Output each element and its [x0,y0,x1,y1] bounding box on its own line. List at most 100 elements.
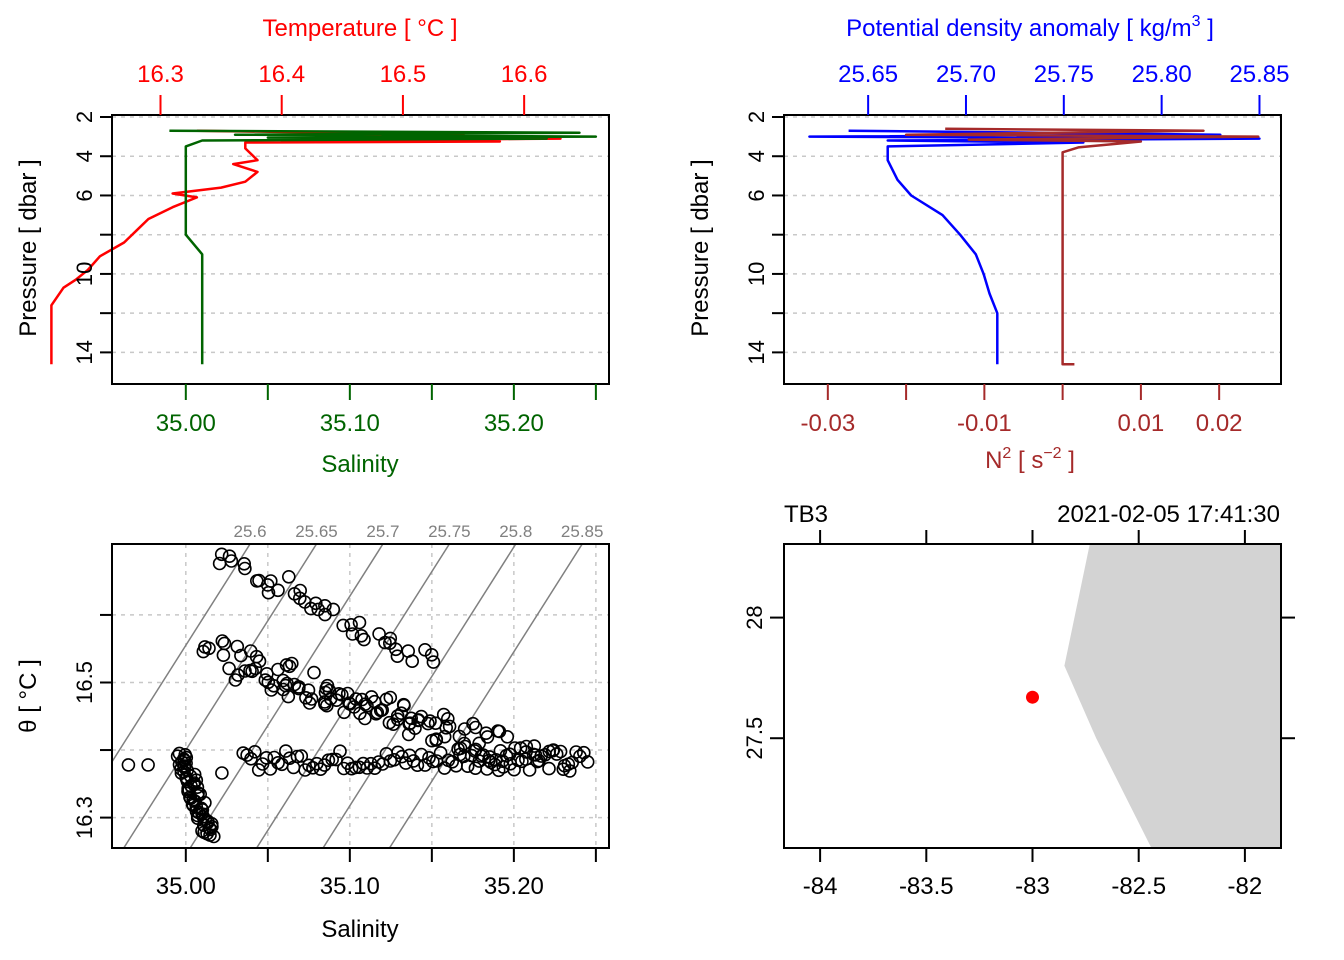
ts-point [580,755,595,769]
ts-point [240,748,254,762]
ts-point [437,729,452,744]
ts-point [294,749,309,763]
ts-point [372,627,386,641]
y-axis-title: θ [ °C ] [15,659,42,733]
isopycnal-line [189,544,384,848]
station-marker [1026,690,1039,704]
ts-point [358,711,372,726]
ts-point [527,739,542,753]
ts-point [282,659,297,674]
bottom-tick-label: 35.00 [156,410,216,437]
x-tick-label: -82 [1228,873,1263,900]
ts-point [423,714,437,728]
y-tick-label: 14 [744,340,769,364]
y-tick-label: 6 [72,189,97,201]
ts-point [468,761,483,776]
ts-point [203,822,218,837]
x-tick-label: -83.5 [899,873,954,900]
ts-point [237,556,251,571]
ts-point [222,661,236,676]
ts-point [248,661,263,676]
ts-point [354,628,369,643]
ts-point [576,745,591,760]
station-marker-group [1026,690,1039,704]
bottom-tick-label: -0.01 [957,410,1012,437]
ts-point [271,583,285,598]
ts-point [238,561,252,576]
isopycnal-label: 25.7 [366,522,399,541]
ts-point [334,687,349,702]
ts-point [345,627,360,641]
isopycnal-label: 25.75 [428,522,471,541]
ts-diagram-panel: 25.6 25.65 25.7 25.75 25.8 25.85 35.00 35.10 35… [15,522,610,943]
plot-frame [111,543,610,849]
ts-point [207,829,221,844]
ts-point [390,649,405,664]
ts-point [491,763,506,778]
y-tick-label: 10 [744,262,769,286]
superscript-2: 2 [1002,445,1011,462]
density-n2-panel: 2 4 6 10 14 25.65 25.70 25.75 25.80 25.85 -0.03 -0.… [687,13,1290,474]
ts-point [401,644,416,658]
y-tick-label: 2 [72,111,97,123]
temp-salinity-panel: 2 4 6 10 14 16.3 16.4 16.5 16.6 35.00 35.10 35.20 T… [15,15,610,478]
bottom-tick-label: -0.03 [800,410,855,437]
top-tick-label: 25.65 [838,61,898,88]
top-tick-label: 16.5 [380,61,427,88]
series-temperature [50,129,562,365]
ts-point [369,706,383,721]
ts-point [569,745,583,759]
plot-frame [783,114,1282,385]
ts-point [386,717,401,732]
ts-point [244,751,258,766]
ts-point [440,711,455,726]
axes: -84 -83.5 -83 -82.5 -82 27.5 28 [742,530,1295,900]
x-tick-label: -82.5 [1111,873,1166,900]
x-tick-label: 35.20 [484,873,544,900]
y-tick-label: 14 [72,340,97,364]
ts-point [508,741,522,755]
isopycnal-line [255,544,451,848]
ts-point [433,745,448,760]
plot-frame [111,114,610,385]
x-tick-label: -84 [803,873,838,900]
ts-point [278,744,293,758]
y-tick-label: 27.5 [742,717,767,760]
ts-point [248,744,262,759]
isopycnal-labels: 25.6 25.65 25.7 25.75 25.8 25.85 [234,522,604,541]
top-tick-label: 16.4 [258,61,305,88]
top-axis-title: Potential density anomaly [ kg/m3 ] [846,13,1214,42]
ts-point [360,761,374,775]
isopycnal-label: 25.8 [499,522,532,541]
top-tick-label: 25.70 [936,61,996,88]
y-tick-label: 2 [744,111,769,123]
land [1064,544,1281,848]
ts-point [466,716,480,731]
ts-point [318,598,332,613]
n2-title-bracket: ] [1062,447,1075,474]
bottom-tick-label: 35.20 [484,410,544,437]
ts-point [545,743,560,758]
profile-lines [808,127,1261,366]
ts-points [121,547,595,844]
ts-point [340,686,355,701]
ts-point [281,569,296,584]
ts-point [553,744,568,759]
ts-point [426,655,441,669]
bottom-axis-title: N2 [ s−2 ] [985,445,1075,474]
profile-lines [50,129,598,365]
ts-point [260,578,275,592]
station-time: 2021-02-05 17:41:30 [1057,501,1280,528]
x-tick-label: -83 [1015,873,1050,900]
ts-point [280,676,294,691]
y-tick-label: 4 [72,150,97,162]
ts-point [424,647,439,662]
ts-point [216,648,231,663]
grid [784,116,1281,354]
ts-point [356,756,371,771]
y-axis-title: Pressure [ dbar ] [15,159,42,336]
n2-title-unit: [ s [1011,447,1043,474]
grid [112,116,609,354]
ts-point [355,692,369,707]
top-tick-label: 25.80 [1132,61,1192,88]
